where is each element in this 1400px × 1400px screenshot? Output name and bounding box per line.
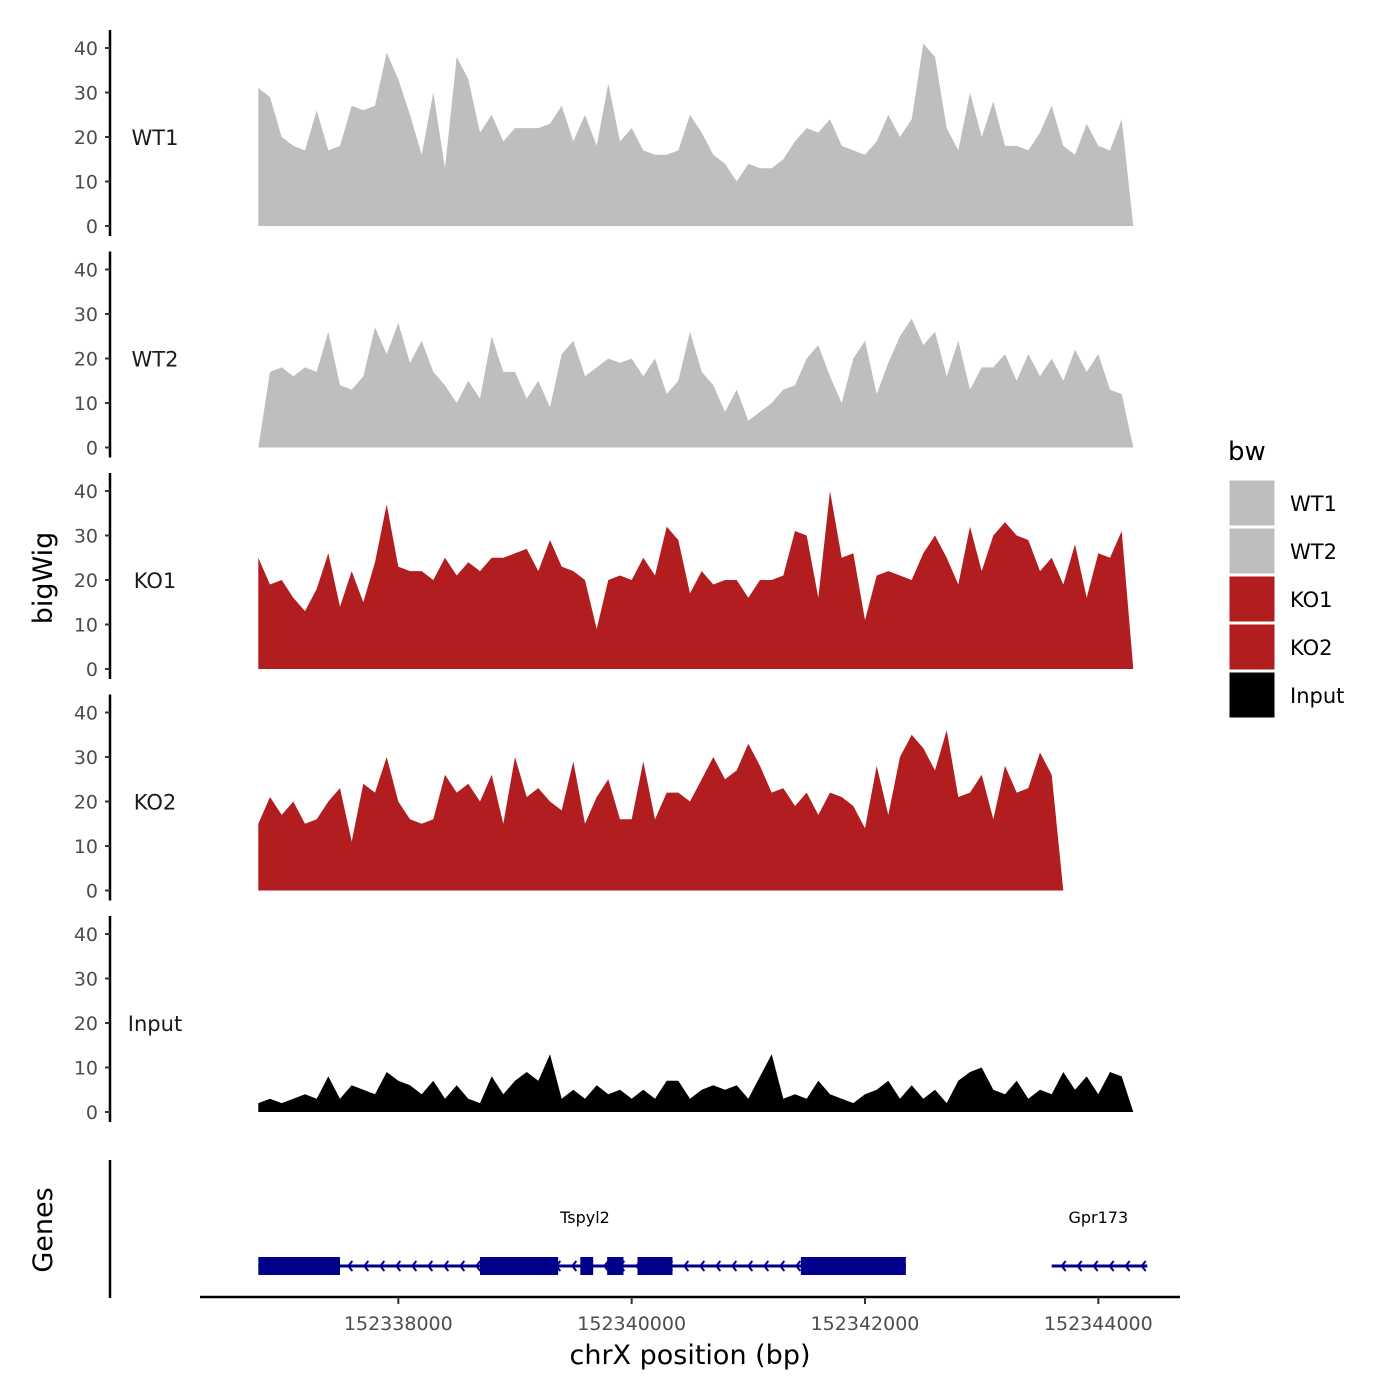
strand-arrow [1092, 1260, 1099, 1272]
exon [480, 1257, 559, 1275]
y-tick-label: 30 [74, 747, 98, 769]
exon [580, 1257, 594, 1275]
y-tick-label: 0 [86, 438, 98, 460]
y-tick-label: 30 [74, 526, 98, 548]
area-ko2 [258, 730, 1134, 891]
genes-panel: Tspyl2 Gpr173 [108, 1160, 1148, 1298]
y-tick-label: 30 [74, 304, 98, 326]
area-input [258, 1054, 1134, 1112]
gene-tspyl2: Tspyl2 [258, 1208, 906, 1275]
track-label: WT1 [132, 126, 179, 150]
area-wt2 [258, 318, 1134, 448]
y-tick-label: 0 [86, 216, 98, 238]
x-axis: 152338000 152340000 152342000 152344000 [200, 1295, 1180, 1335]
y-tick-label: 40 [74, 38, 98, 60]
x-tick-label: 152340000 [577, 1313, 686, 1335]
strand-arrow [1060, 1260, 1067, 1272]
y-tick-label: 30 [74, 969, 98, 991]
strand-arrow [443, 1260, 450, 1272]
strand-arrow [1140, 1260, 1147, 1272]
legend-swatch-wt2 [1228, 527, 1276, 575]
track-panel-wt1: 0 10 20 30 40 WT1 [74, 30, 1134, 238]
y-tick-label: 30 [74, 83, 98, 105]
legend-label-ko1: KO1 [1290, 588, 1333, 612]
x-axis-title: chrX position (bp) [569, 1340, 810, 1371]
y-tick-label: 20 [74, 1013, 98, 1035]
legend-label-input: Input [1290, 684, 1344, 708]
y-tick-label: 10 [74, 172, 98, 194]
strand-arrow [1108, 1260, 1115, 1272]
y-tick-label: 40 [74, 481, 98, 503]
strand-arrow [475, 1260, 482, 1272]
legend: bw WT1 WT2 KO1 KO2 Input [1228, 437, 1344, 719]
strand-arrow [715, 1260, 722, 1272]
y-tick-label: 0 [86, 659, 98, 681]
track-panels: 0 10 20 30 40 WT1 0 10 20 30 40 WT2 0 10 20 30 40 KO1 0 10 2… [74, 30, 1134, 1124]
strand-arrow [1076, 1260, 1083, 1272]
y-tick-label: 0 [86, 881, 98, 903]
area-wt1 [258, 43, 1134, 226]
legend-swatch-wt1 [1228, 479, 1276, 527]
legend-swatch-ko2 [1228, 623, 1276, 671]
strand-arrow [379, 1260, 386, 1272]
x-tick-label: 152342000 [811, 1313, 920, 1335]
strand-arrow [795, 1260, 802, 1272]
y-tick-label: 0 [86, 1102, 98, 1124]
exon [607, 1257, 624, 1275]
gene-label: Gpr173 [1068, 1208, 1128, 1227]
y-tick-label: 10 [74, 615, 98, 637]
strand-arrow [1124, 1260, 1131, 1272]
track-label: KO1 [134, 569, 177, 593]
gene-label: Tspyl2 [559, 1208, 610, 1227]
x-tick-label: 152344000 [1044, 1313, 1153, 1335]
area-ko1 [258, 491, 1134, 669]
strand-arrow [571, 1260, 578, 1272]
legend-title: bw [1228, 437, 1266, 467]
strand-arrow [427, 1260, 434, 1272]
strand-arrow [459, 1260, 466, 1272]
legend-label-wt1: WT1 [1290, 492, 1337, 516]
y-tick-label: 10 [74, 836, 98, 858]
legend-label-wt2: WT2 [1290, 540, 1337, 564]
x-tick-label: 152338000 [344, 1313, 453, 1335]
y-tick-label: 20 [74, 127, 98, 149]
y-tick-label: 40 [74, 260, 98, 282]
track-panel-wt2: 0 10 20 30 40 WT2 [74, 251, 1134, 460]
strand-arrow [411, 1260, 418, 1272]
track-label: WT2 [132, 348, 179, 372]
legend-label-ko2: KO2 [1290, 636, 1333, 660]
track-panel-input: 0 10 20 30 40 Input [74, 916, 1134, 1124]
exon [637, 1257, 673, 1275]
y-tick-label: 10 [74, 393, 98, 415]
y-axis-title: bigWig [28, 532, 59, 625]
strand-arrow [779, 1260, 786, 1272]
y-tick-label: 40 [74, 703, 98, 725]
y-tick-label: 10 [74, 1058, 98, 1080]
strand-arrow [347, 1260, 354, 1272]
genes-axis-title: Genes [28, 1187, 59, 1272]
strand-arrow [763, 1260, 770, 1272]
y-tick-label: 20 [74, 570, 98, 592]
track-label: KO2 [134, 791, 177, 815]
strand-arrow [699, 1260, 706, 1272]
track-panel-ko1: 0 10 20 30 40 KO1 [74, 473, 1134, 681]
strand-arrow [603, 1260, 610, 1272]
legend-swatch-input [1228, 671, 1276, 719]
track-label: Input [128, 1012, 182, 1036]
strand-arrow [395, 1260, 402, 1272]
exon [800, 1257, 906, 1275]
strand-arrow [363, 1260, 370, 1272]
y-tick-label: 20 [74, 349, 98, 371]
strand-arrow [731, 1260, 738, 1272]
y-tick-label: 20 [74, 792, 98, 814]
legend-swatch-ko1 [1228, 575, 1276, 623]
strand-arrow [747, 1260, 754, 1272]
y-tick-label: 40 [74, 924, 98, 946]
gene-gpr173: Gpr173 [1051, 1208, 1148, 1272]
exon [258, 1257, 340, 1275]
track-panel-ko2: 0 10 20 30 40 KO2 [74, 694, 1134, 903]
strand-arrow [683, 1260, 690, 1272]
